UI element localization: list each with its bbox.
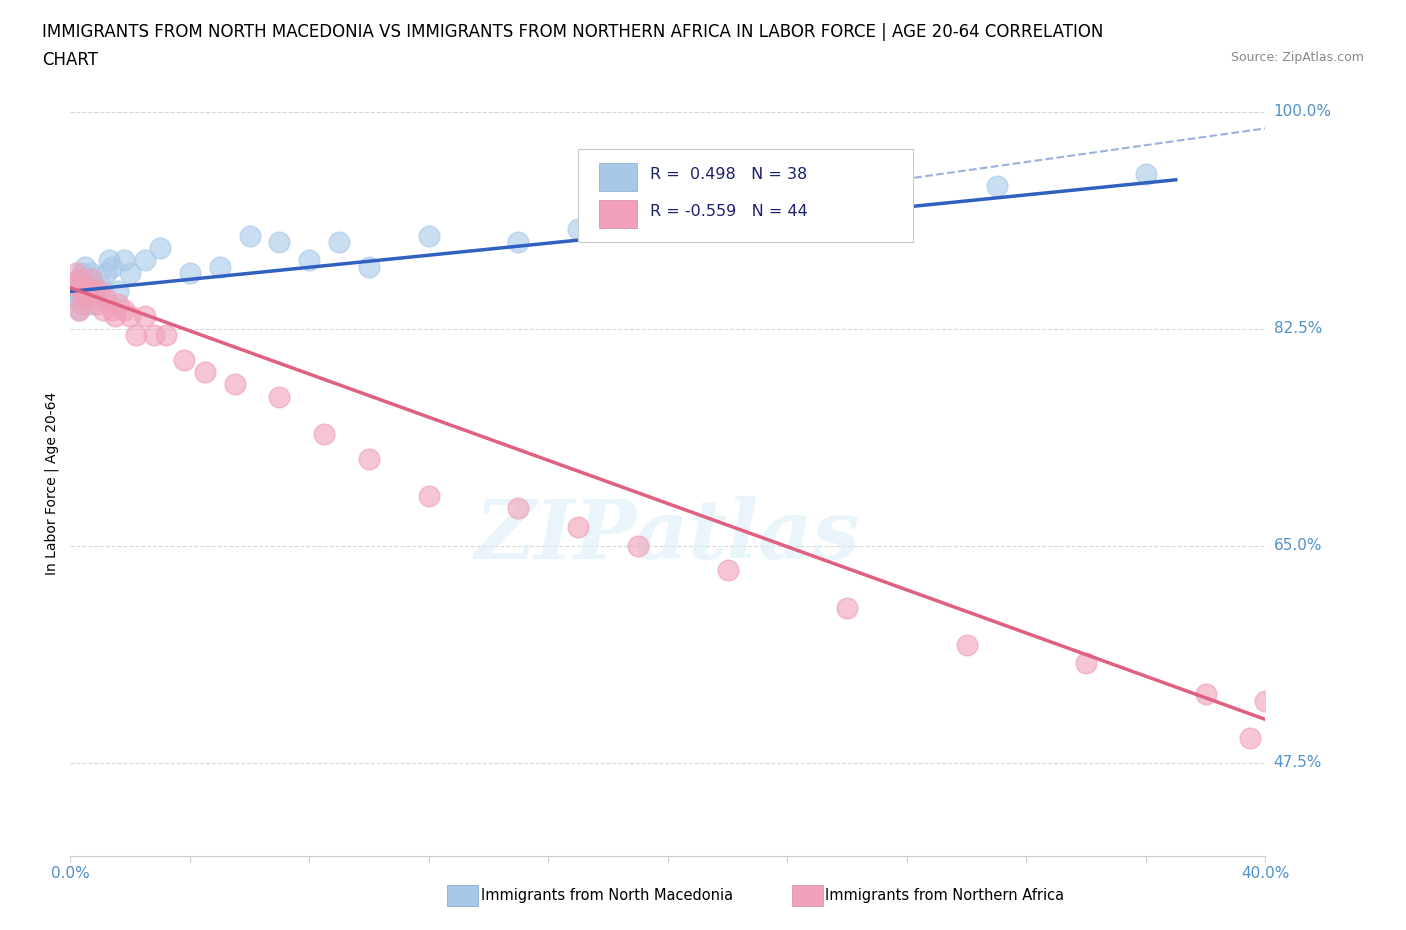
- Point: [75, 278, 97, 293]
- Point: [418, 488, 440, 503]
- Point: [112, 302, 135, 317]
- Point: [120, 309, 141, 324]
- Point: [179, 265, 201, 280]
- Point: [67, 272, 90, 286]
- Point: [314, 427, 336, 442]
- Text: Immigrants from North Macedonia: Immigrants from North Macedonia: [481, 888, 733, 903]
- Point: [134, 253, 156, 268]
- Text: R =  0.498   N = 38: R = 0.498 N = 38: [650, 167, 807, 182]
- Bar: [599, 200, 637, 228]
- Point: [1403, 718, 1406, 733]
- Point: [107, 284, 129, 299]
- Point: [717, 204, 740, 219]
- Point: [508, 501, 530, 516]
- Point: [224, 377, 246, 392]
- Point: [359, 451, 381, 466]
- Point: [866, 191, 889, 206]
- Text: 82.5%: 82.5%: [1274, 321, 1322, 336]
- Point: [1239, 730, 1261, 745]
- Point: [70, 284, 93, 299]
- Point: [155, 327, 177, 342]
- Point: [208, 259, 231, 274]
- Point: [298, 253, 321, 268]
- Point: [67, 272, 90, 286]
- Text: R = -0.559   N = 44: R = -0.559 N = 44: [650, 204, 807, 219]
- Point: [194, 365, 217, 379]
- Point: [96, 290, 118, 305]
- Point: [269, 390, 291, 405]
- Point: [65, 290, 87, 305]
- Point: [70, 297, 93, 312]
- Point: [837, 600, 859, 615]
- Point: [65, 278, 87, 293]
- Point: [1284, 613, 1306, 628]
- Point: [120, 265, 141, 280]
- Point: [67, 302, 90, 317]
- Point: [269, 234, 291, 249]
- Point: [567, 520, 589, 535]
- Point: [101, 259, 124, 274]
- Point: [101, 302, 124, 317]
- Point: [239, 228, 262, 243]
- Point: [67, 302, 90, 317]
- Point: [956, 637, 979, 652]
- Point: [1135, 166, 1157, 181]
- Point: [77, 290, 100, 305]
- Point: [86, 297, 108, 312]
- Text: 100.0%: 100.0%: [1274, 104, 1331, 119]
- Point: [986, 179, 1008, 193]
- Point: [134, 309, 156, 324]
- Text: Immigrants from Northern Africa: Immigrants from Northern Africa: [825, 888, 1064, 903]
- Text: 65.0%: 65.0%: [1274, 538, 1322, 553]
- Point: [75, 259, 97, 274]
- Point: [75, 272, 97, 286]
- Point: [328, 234, 350, 249]
- Point: [80, 272, 103, 286]
- Y-axis label: In Labor Force | Age 20-64: In Labor Force | Age 20-64: [45, 392, 59, 576]
- Point: [75, 284, 97, 299]
- Text: CHART: CHART: [42, 51, 98, 69]
- Point: [70, 284, 93, 299]
- Point: [1076, 656, 1098, 671]
- Point: [62, 278, 84, 293]
- Point: [67, 290, 90, 305]
- Point: [143, 327, 166, 342]
- Point: [173, 352, 195, 367]
- Point: [717, 563, 740, 578]
- Point: [1344, 706, 1367, 721]
- Point: [91, 302, 114, 317]
- Point: [62, 284, 84, 299]
- Point: [1195, 687, 1218, 702]
- Point: [125, 327, 148, 342]
- Point: [70, 265, 93, 280]
- Point: [89, 278, 111, 293]
- Point: [98, 253, 121, 268]
- Point: [96, 265, 118, 280]
- Text: Source: ZipAtlas.com: Source: ZipAtlas.com: [1230, 51, 1364, 64]
- Point: [1254, 693, 1277, 708]
- Point: [89, 284, 111, 299]
- Point: [83, 284, 105, 299]
- Point: [80, 297, 103, 312]
- Point: [65, 265, 87, 280]
- Point: [567, 222, 589, 237]
- Text: ZIPatlas: ZIPatlas: [475, 496, 860, 576]
- Point: [83, 284, 105, 299]
- Text: IMMIGRANTS FROM NORTH MACEDONIA VS IMMIGRANTS FROM NORTHERN AFRICA IN LABOR FORC: IMMIGRANTS FROM NORTH MACEDONIA VS IMMIG…: [42, 23, 1104, 41]
- Point: [107, 297, 129, 312]
- Point: [77, 278, 100, 293]
- Text: 47.5%: 47.5%: [1274, 755, 1322, 770]
- Point: [149, 241, 172, 256]
- Point: [86, 284, 108, 299]
- Point: [104, 309, 127, 324]
- Point: [508, 234, 530, 249]
- Point: [627, 538, 650, 553]
- FancyBboxPatch shape: [578, 149, 912, 242]
- Point: [418, 228, 440, 243]
- Point: [80, 265, 103, 280]
- Point: [112, 253, 135, 268]
- Bar: [599, 163, 637, 191]
- Point: [359, 259, 381, 274]
